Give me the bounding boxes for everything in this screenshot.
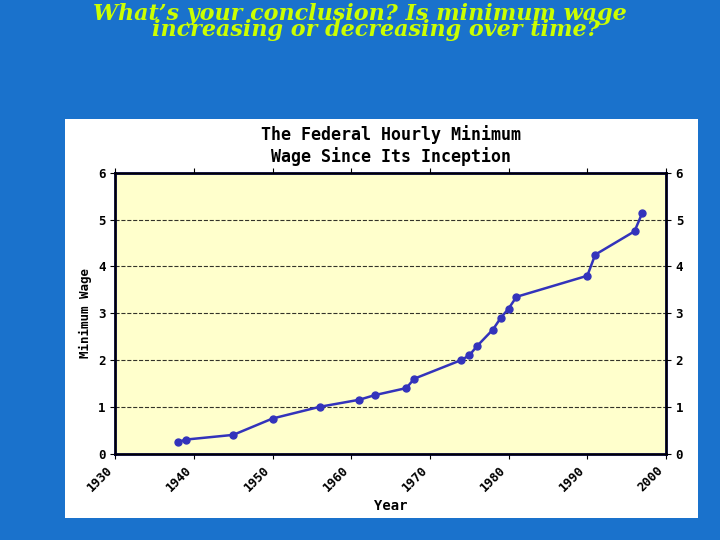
Text: What’s your conclusion? Is minimum wage: What’s your conclusion? Is minimum wage [93, 3, 627, 25]
Text: increasing or decreasing over time?: increasing or decreasing over time? [121, 19, 599, 41]
Title: The Federal Hourly Minimum
Wage Since Its Inception: The Federal Hourly Minimum Wage Since It… [261, 125, 521, 166]
X-axis label: Year: Year [374, 500, 408, 514]
Y-axis label: Minimum Wage: Minimum Wage [79, 268, 92, 358]
